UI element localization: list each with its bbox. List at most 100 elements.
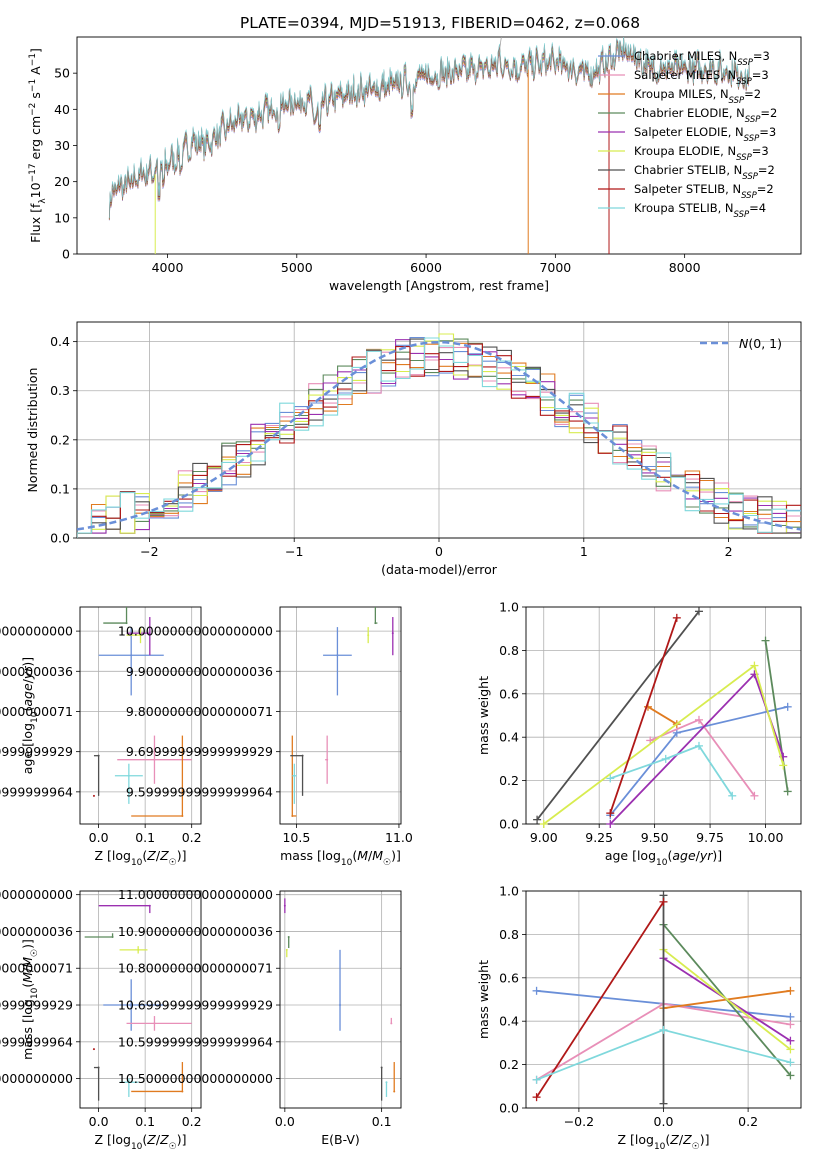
y-axis-label: Normed distribution (25, 368, 40, 493)
y-axis-label: Flux [fλ10−17 erg cm−2 s−1 A−1] (28, 48, 48, 243)
x-tick-label: 0.2 (182, 830, 202, 845)
y-tick-label: 0.8 (499, 927, 519, 942)
errorbar-center (283, 904, 286, 907)
errorbar-center (130, 1004, 133, 1007)
legend-entry: Kroupa MILES, NSSP=2 (634, 87, 761, 106)
x-tick-label: 10.5 (282, 830, 310, 845)
y-tick-label: 10.69999999999999929 (0, 998, 73, 1013)
errorbar-center (137, 948, 140, 951)
axes-frame (76, 36, 802, 255)
y-tick-label: 0.0 (50, 531, 70, 546)
errorbar-center (97, 1066, 100, 1069)
errorbar-points (283, 898, 396, 1101)
figure-title: PLATE=0394, MJD=51913, FIBERID=0462, z=0… (240, 14, 640, 32)
errorbar-center (367, 634, 370, 637)
errorbar-points (290, 607, 394, 817)
errorbar-center (148, 904, 151, 907)
age-vs-metallicity-panel: 0.0 0.1 0.2 9.59999999999999964 9.6999999999… (0, 606, 202, 868)
axes-frame (279, 890, 402, 1109)
y-tick-label: 10.00000000000000000 (0, 624, 73, 639)
errorbar-center (293, 774, 296, 777)
y-tick-label: 9.90000000000000036 (0, 664, 73, 679)
x-tick-label: 0.1 (135, 830, 155, 845)
x-tick-label: −2 (140, 544, 158, 559)
errorbar-center (291, 814, 294, 817)
weight-series-line (536, 610, 700, 821)
errorbar-center (111, 935, 114, 938)
legend-entry: Chabrier MILES, NSSP=3 (634, 49, 770, 68)
x-tick-label: 0 (435, 544, 443, 559)
errorbar-center (393, 1090, 396, 1093)
y-tick-label: 9.80000000000000071 (126, 704, 273, 719)
spectrum-emission-line (498, 37, 502, 56)
y-tick-label: 0.3 (50, 383, 70, 398)
mass-vs-metallicity-panel: 0.0 0.1 0.2 10.50000000000000000 10.59999999… (0, 887, 202, 1152)
y-tick-label: 1.0 (499, 884, 519, 899)
y-tick-label: 10.00000000000000000 (118, 624, 273, 639)
y-tick-label: 9.59999999999999964 (126, 784, 273, 799)
x-tick-label: 0.2 (738, 1114, 758, 1129)
errorbar-center (130, 654, 133, 657)
y-tick-label: 30 (54, 138, 70, 153)
weight-series-line (609, 672, 785, 825)
x-tick-label: 7000 (539, 260, 571, 275)
y-tick-label: 0.4 (50, 334, 70, 349)
x-axis-label: wavelength [Angstrom, rest frame] (329, 278, 549, 293)
weight-series-line (610, 744, 733, 797)
errorbar-center (92, 794, 95, 797)
x-tick-label: 1 (580, 544, 588, 559)
y-tick-label: 0.2 (499, 1057, 519, 1072)
y-tick-label: 10.90000000000000036 (0, 924, 73, 939)
weight-lines (532, 891, 795, 1108)
errorbar-center (127, 1081, 130, 1084)
y-tick-label: 9.59999999999999964 (0, 784, 73, 799)
y-tick-label: 0.0 (499, 1101, 519, 1116)
y-tick-label: 0.2 (499, 773, 519, 788)
y-tick-label: 10.69999999999999929 (118, 998, 273, 1013)
normal-reference-curve (77, 340, 801, 531)
axes-frame (79, 890, 202, 1109)
y-tick-label: 9.90000000000000036 (126, 664, 273, 679)
x-tick-label: −1 (285, 544, 303, 559)
errorbar-points (84, 904, 192, 1101)
legend-entry: Kroupa ELODIE, NSSP=3 (634, 144, 769, 163)
weight-series-line (535, 901, 665, 1098)
x-tick-label: 10.00 (748, 830, 784, 845)
y-axis-label: mass weight (476, 676, 491, 755)
y-tick-label: 40 (54, 102, 70, 117)
weight-series-line (647, 706, 678, 725)
x-axis-label: Z [log10(Z/Z☉)] (94, 848, 186, 868)
weight-series-line (543, 664, 785, 825)
errorbar-center (385, 1081, 388, 1084)
y-tick-label: 0.6 (499, 970, 519, 985)
y-axis-label: mass [log10(M/M☉)] (20, 939, 40, 1060)
legend-entry: Salpeter STELIB, NSSP=2 (634, 182, 774, 201)
errorbar-center (374, 622, 377, 625)
x-tick-label: 9.75 (696, 830, 724, 845)
y-tick-label: 0.4 (499, 730, 519, 745)
errorbar-center (380, 1066, 383, 1069)
x-axis-label: Z [log10(Z/Z☉)] (617, 1132, 709, 1152)
y-tick-label: 0.0 (499, 817, 519, 832)
errorbar-center (181, 1090, 184, 1093)
y-tick-label: 9.69999999999999929 (0, 744, 73, 759)
y-tick-label: 11.00000000000000000 (118, 887, 273, 902)
y-tick-label: 9.80000000000000071 (0, 704, 73, 719)
errorbar-center (148, 632, 151, 635)
legend-entry: Chabrier STELIB, NSSP=2 (634, 163, 775, 182)
axes-frame (525, 606, 802, 825)
x-tick-label: 6000 (410, 260, 442, 275)
x-tick-label: −0.2 (564, 1114, 594, 1129)
y-tick-label: 0.8 (499, 643, 519, 658)
errorbar-center (390, 1022, 393, 1025)
histogram-series (77, 337, 801, 538)
residuals-panel: −2 −1 0 1 2 0.0 0.1 0.2 0.3 0.4 (data-model)/error… (25, 321, 802, 577)
errorbar-center (287, 935, 290, 938)
y-axis-label: age [log10(age/yr)] (20, 657, 40, 774)
legend-entry: Chabrier ELODIE, NSSP=2 (634, 106, 777, 125)
x-axis-label: age [log10(age/yr)] (605, 848, 722, 868)
errorbar-center (153, 1022, 156, 1025)
x-tick-label: 0.0 (89, 1114, 109, 1129)
